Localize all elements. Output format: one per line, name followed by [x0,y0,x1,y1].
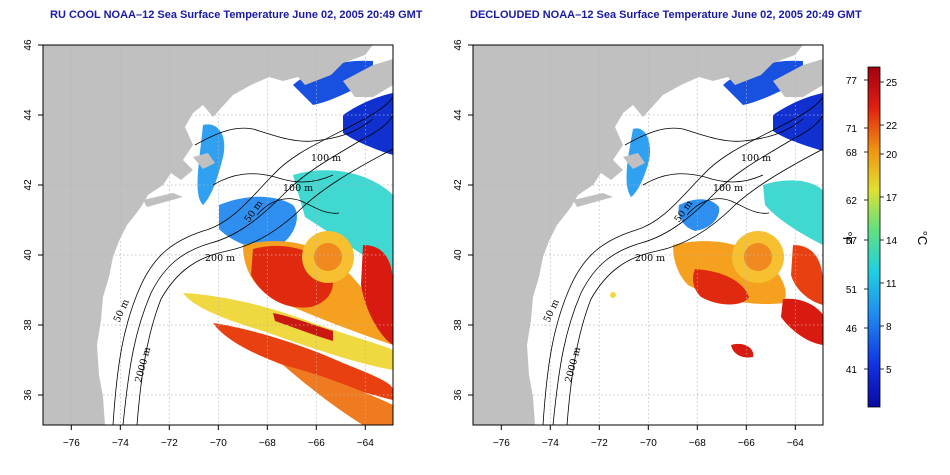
lat-tick-label: 42 [453,179,464,191]
contour-label: 200 m [205,253,235,264]
colorbar-c-label: 20 [886,150,898,161]
colorbar-f-label: 46 [846,324,858,335]
lon-tick-label: −72 [161,438,178,449]
map-right-gridlines [473,45,823,425]
contour-label: 100 m [713,183,743,194]
colorbar-f-label: 71 [846,124,858,135]
lat-tick-label: 40 [453,249,464,261]
lat-tick-label: 36 [453,389,464,401]
colorbar-c-label: 5 [886,365,892,376]
map-right-yticks [468,44,473,396]
lat-tick-label: 46 [23,39,34,51]
lat-tick-label: 46 [453,39,464,51]
lat-tick-label: 38 [453,319,464,331]
lon-tick-label: −74 [542,438,559,449]
map-right: 100 m 100 m 50 m 200 m 50 m 2000 m −76 −… [453,39,824,449]
contour-label: 200 m [635,253,665,264]
lat-tick-label: 44 [23,109,34,121]
map-left-plot: 100 m 100 m 50 m 200 m 50 m 2000 m [43,45,393,425]
colorbar-f-label: 62 [846,196,858,207]
colorbar-f-label: 51 [846,285,858,296]
colorbar-celsius-unit: °C [915,231,930,246]
colorbar-c-label: 8 [886,322,892,333]
map-left-yticks [38,44,43,396]
colorbar-f-ticks [864,79,868,370]
map-left-title: RU COOL NOAA–12 Sea Surface Temperature … [50,9,423,21]
lon-tick-label: −76 [63,438,80,449]
lat-tick-label: 44 [453,109,464,121]
colorbar-fahrenheit-unit: °F [840,231,855,244]
colorbar-c-label: 17 [886,193,898,204]
lon-tick-label: −74 [112,438,129,449]
lon-tick-label: −64 [787,438,804,449]
lon-tick-label: −70 [640,438,657,449]
colorbar-c-label: 22 [886,121,898,132]
map-left: 100 m 100 m 50 m 200 m 50 m 2000 m −76 −… [23,39,394,449]
contour-label: 100 m [741,153,771,164]
lon-tick-label: −66 [308,438,325,449]
lon-tick-label: −76 [493,438,510,449]
colorbar-c-label: 11 [886,279,897,290]
sst-left [59,60,393,425]
map-left-gridlines [43,45,393,425]
map-right-xticks [500,425,796,430]
lon-tick-label: −66 [738,438,755,449]
map-right-title: DECLOUDED NOAA–12 Sea Surface Temperatur… [470,9,862,21]
contour-label: 100 m [283,183,313,194]
map-right-plot: 100 m 100 m 50 m 200 m 50 m 2000 m [473,45,823,425]
lon-tick-label: −70 [210,438,227,449]
lon-tick-label: −72 [591,438,608,449]
lon-tick-label: −64 [357,438,374,449]
colorbar-c-label: 25 [886,78,898,89]
colorbar: 77 71 68 62 57 51 46 41 25 22 20 17 14 1… [840,66,930,408]
contour-label: 100 m [311,153,341,164]
lat-tick-label: 38 [23,319,34,331]
lat-tick-label: 40 [23,249,34,261]
colorbar-f-label: 57 [846,236,858,247]
map-left-xticks [70,425,366,430]
colorbar-c-ticks [880,81,884,370]
lon-tick-label: −68 [689,438,706,449]
colorbar-f-label: 68 [846,148,858,159]
sst-right [562,60,823,358]
lat-tick-label: 42 [23,179,34,191]
colorbar-c-label: 14 [886,236,898,247]
colorbar-gradient [867,66,881,408]
lon-tick-label: −68 [259,438,276,449]
colorbar-f-label: 77 [846,76,858,87]
lat-tick-label: 36 [23,389,34,401]
colorbar-f-label: 41 [846,365,858,376]
